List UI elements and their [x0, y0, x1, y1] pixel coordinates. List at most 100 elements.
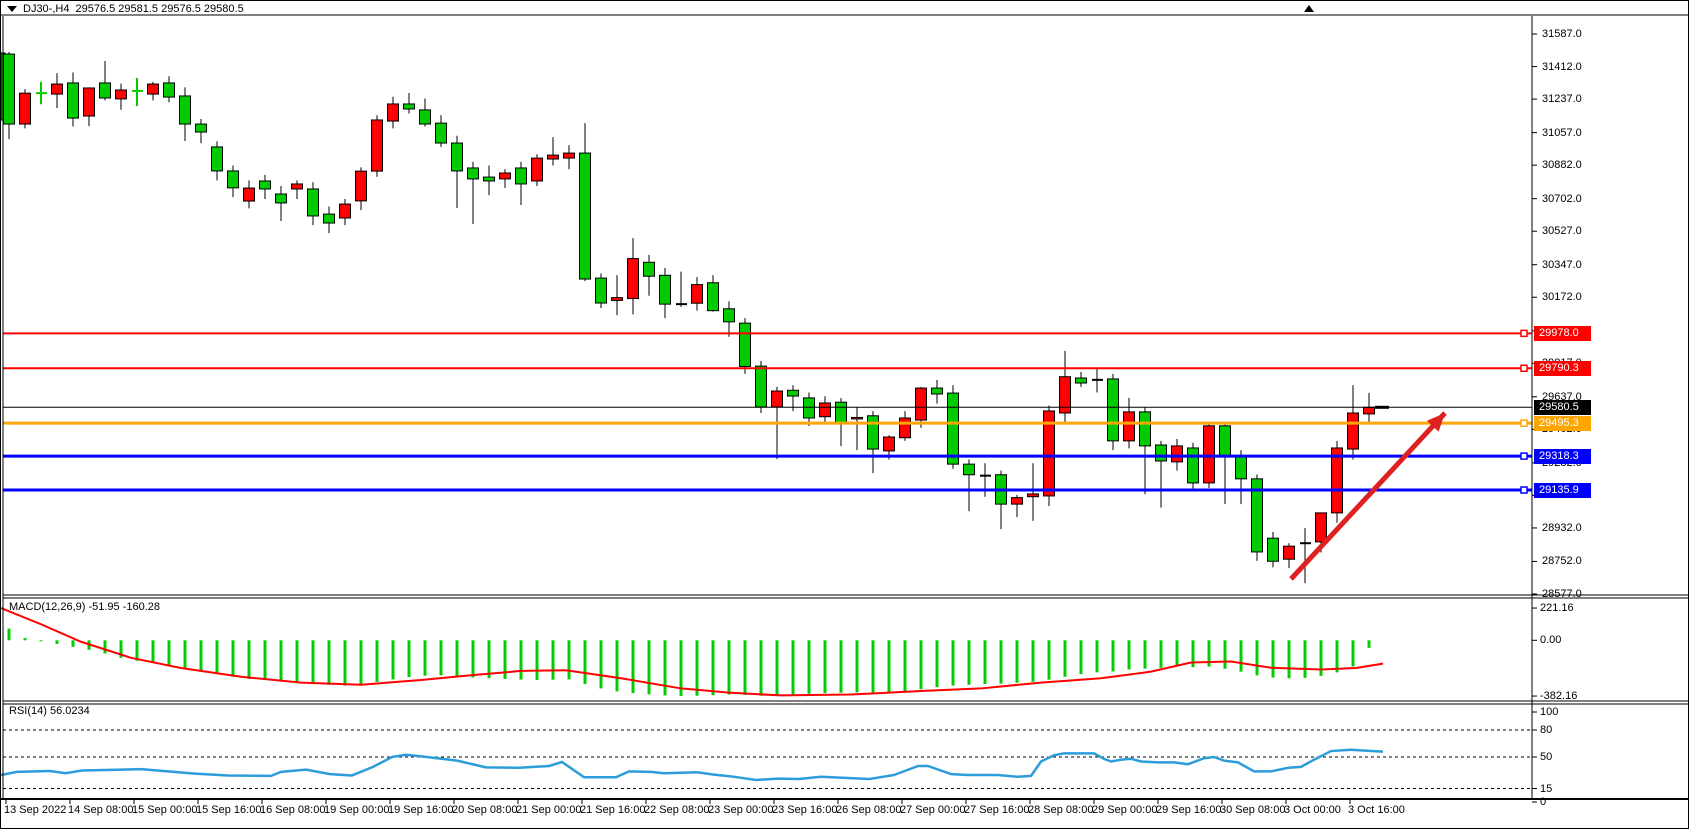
- macd-histogram-bar: [1191, 640, 1195, 668]
- candle: [883, 436, 895, 452]
- price-axis-tick: 28932.0: [1542, 521, 1582, 534]
- macd-histogram-bar: [839, 640, 843, 693]
- macd-histogram-bar: [295, 640, 299, 682]
- candle: [1043, 410, 1055, 497]
- candle: [147, 83, 159, 95]
- price-line-badge: 29318.3: [1534, 448, 1591, 464]
- macd-histogram-bar: [135, 640, 139, 661]
- candle: [707, 282, 719, 312]
- candle: [307, 188, 319, 217]
- price-axis-tick: 30882.0: [1542, 159, 1582, 172]
- candle: [899, 417, 911, 439]
- candle: [915, 387, 927, 421]
- macd-histogram-bar: [1351, 640, 1355, 667]
- candle: [259, 180, 271, 190]
- candle: [771, 390, 783, 408]
- macd-histogram-bar: [951, 640, 955, 686]
- rsi-axis-label: 100: [1540, 706, 1559, 718]
- time-axis-label: 28 Sep 08:00: [1028, 804, 1094, 816]
- macd-histogram-bar: [7, 628, 11, 641]
- macd-histogram-bar: [1367, 640, 1371, 648]
- chart-shift-marker-icon[interactable]: [1304, 5, 1314, 12]
- price-axis-tick: 31412.0: [1542, 60, 1582, 73]
- macd-indicator-label: MACD(12,26,9) -51.95 -160.28: [9, 601, 161, 613]
- candle: [163, 82, 175, 98]
- candle: [1155, 444, 1167, 462]
- candle: [195, 123, 207, 133]
- candle: [1219, 425, 1231, 457]
- candle: [1235, 455, 1247, 480]
- trend-arrow[interactable]: [1289, 411, 1447, 581]
- candle: [579, 152, 591, 280]
- candle: [595, 277, 607, 304]
- macd-histogram-bar: [1303, 640, 1307, 678]
- chart-symbol-period: DJ30-,H4: [23, 2, 70, 15]
- macd-histogram-bar: [887, 640, 891, 693]
- macd-axis-label: 221.16: [1540, 602, 1574, 615]
- macd-histogram-bar: [1015, 640, 1019, 683]
- candle: [835, 401, 847, 424]
- time-axis-label: 16 Sep 08:00: [260, 804, 326, 816]
- candle: [435, 122, 447, 144]
- time-axis-label: 29 Sep 16:00: [1156, 804, 1222, 816]
- rsi-axis-label: 15: [1540, 782, 1553, 795]
- macd-histogram-bar: [1271, 640, 1275, 678]
- macd-histogram-bar: [311, 640, 315, 684]
- candle: [563, 152, 575, 159]
- candle: [1171, 445, 1183, 463]
- candle: [467, 167, 479, 180]
- macd-histogram-bar: [327, 640, 331, 685]
- time-axis-label: 19 Sep 16:00: [388, 804, 454, 816]
- candle: [691, 284, 703, 304]
- candle: [275, 193, 287, 204]
- macd-histogram-bar: [1111, 640, 1115, 672]
- macd-histogram-bar: [1063, 640, 1067, 677]
- candle: [83, 87, 95, 117]
- macd-histogram-bar: [935, 640, 939, 688]
- macd-histogram-bar: [151, 640, 155, 663]
- macd-histogram-bar: [983, 640, 987, 685]
- candle: [211, 146, 223, 172]
- macd-histogram-bar: [391, 640, 395, 680]
- candle: [531, 157, 543, 182]
- candle: [787, 389, 799, 397]
- candle: [739, 322, 751, 367]
- hline-end-marker: [1520, 329, 1528, 338]
- macd-histogram-bar: [407, 640, 411, 678]
- macd-histogram-bar: [39, 640, 43, 642]
- time-axis-label: 15 Sep 16:00: [196, 804, 262, 816]
- macd-histogram-bar: [743, 640, 747, 695]
- candle: [1203, 425, 1215, 484]
- time-axis-label: 21 Sep 16:00: [580, 804, 646, 816]
- price-axis-tick: 29637.0: [1542, 390, 1582, 403]
- macd-histogram-bar: [263, 640, 267, 680]
- candle: [819, 402, 831, 418]
- candle: [947, 392, 959, 465]
- macd-histogram-bar: [551, 640, 555, 680]
- candle: [67, 82, 79, 119]
- candle: [963, 463, 975, 476]
- macd-axis-label: -382.16: [1540, 690, 1578, 703]
- candle: [99, 82, 111, 99]
- hline-end-marker: [1520, 364, 1528, 373]
- candle: [419, 109, 431, 125]
- rsi-axis-label: 80: [1540, 724, 1553, 736]
- macd-histogram-bar: [183, 640, 187, 669]
- candle: [3, 53, 15, 125]
- macd-histogram-bar: [375, 640, 379, 682]
- symbol-dropdown-icon[interactable]: [7, 6, 17, 12]
- time-axis-label: 13 Sep 2022: [4, 804, 67, 816]
- macd-histogram-bar: [71, 640, 75, 647]
- macd-histogram-bar: [1207, 640, 1211, 667]
- macd-histogram-bar: [231, 640, 235, 677]
- candle: [1075, 377, 1087, 384]
- candle: [1027, 493, 1039, 498]
- candle: [1315, 512, 1327, 543]
- candle: [1123, 411, 1135, 442]
- macd-histogram-bar: [1079, 640, 1083, 675]
- time-axis-label: 27 Sep 16:00: [964, 804, 1030, 816]
- macd-histogram-bar: [1095, 640, 1099, 673]
- rsi-axis-label: 50: [1540, 751, 1553, 763]
- candle: [515, 167, 527, 185]
